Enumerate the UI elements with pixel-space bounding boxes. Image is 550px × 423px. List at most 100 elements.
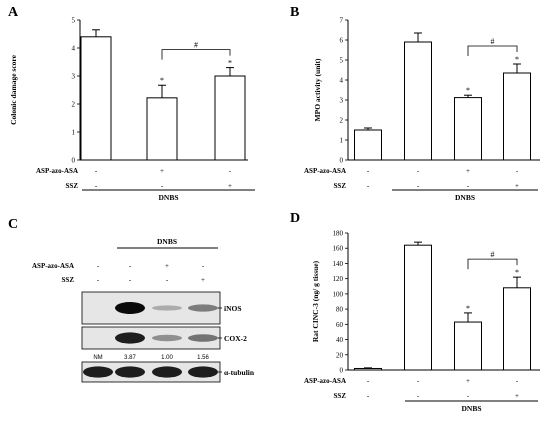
- treatment-sign: -: [166, 276, 169, 284]
- treatment-sign: +: [160, 167, 164, 175]
- y-tick-label: 5: [72, 17, 76, 25]
- blot-band: [83, 366, 113, 378]
- treatment-sign: +: [515, 182, 519, 190]
- y-tick-label: 40: [336, 336, 344, 344]
- bar: [503, 72, 531, 161]
- y-tick-label: 3: [340, 97, 344, 105]
- y-tick-label: 140: [333, 260, 344, 268]
- treatment-sign: -: [367, 167, 370, 175]
- y-tick-label: 4: [72, 45, 76, 53]
- treatment-sign: -: [95, 182, 98, 190]
- y-axis-label: Rat CINC-3 (ng/ g tissue): [311, 260, 320, 342]
- treatment-label: ASP-azo-ASA: [32, 262, 74, 270]
- y-tick-label: 0: [72, 157, 76, 165]
- y-tick-label: 20: [336, 351, 344, 359]
- treatment-sign: -: [467, 392, 470, 400]
- treatment-sign: +: [201, 276, 205, 284]
- y-tick-label: 0: [340, 367, 344, 375]
- panel-letter: B: [290, 5, 299, 20]
- treatment-sign: -: [467, 182, 470, 190]
- significance-mark: *: [160, 76, 164, 85]
- blot-band: [152, 366, 182, 378]
- y-tick-label: 7: [340, 17, 344, 25]
- treatment-sign: -: [97, 262, 100, 270]
- group-label: DNBS: [157, 237, 177, 246]
- treatment-sign: -: [516, 377, 519, 385]
- blot-band: [152, 334, 182, 342]
- y-tick-label: 100: [333, 290, 344, 298]
- blot-band: [188, 304, 218, 312]
- y-tick-label: 160: [333, 245, 344, 253]
- y-tick-label: 60: [336, 321, 344, 329]
- bar: [454, 97, 482, 161]
- y-tick-label: 120: [333, 275, 344, 283]
- bar: [404, 244, 432, 371]
- group-label: DNBS: [455, 193, 475, 202]
- y-tick-label: 1: [340, 137, 344, 145]
- treatment-sign: -: [417, 182, 420, 190]
- comparison-mark: #: [491, 250, 495, 259]
- comparison-bracket: [467, 45, 518, 56]
- panel-b-chart: B 0 1 2 3 4 5 6 7 MPO activity (unit) * * # ASP-azo-A…: [290, 5, 540, 202]
- y-tick-label: 80: [336, 306, 344, 314]
- bar: [454, 321, 482, 371]
- y-axis-label: MPO activity (unit): [313, 58, 322, 121]
- band-quantification: 1.56: [197, 355, 209, 361]
- panel-letter: C: [8, 217, 18, 232]
- significance-mark: *: [228, 59, 232, 68]
- comparison-bracket: [161, 49, 231, 60]
- blot-band: [115, 302, 145, 314]
- treatment-sign: -: [417, 377, 420, 385]
- treatment-sign: -: [229, 167, 232, 175]
- treatment-sign: -: [161, 182, 164, 190]
- significance-mark: *: [466, 86, 470, 95]
- treatment-label: ASP-azo-ASA: [304, 167, 346, 175]
- blot-band: [152, 305, 182, 311]
- y-tick-label: 0: [340, 157, 344, 165]
- bar: [214, 75, 246, 161]
- bar: [80, 36, 112, 161]
- group-label: DNBS: [461, 404, 481, 413]
- panel-letter: D: [290, 211, 300, 226]
- y-tick-label: 4: [340, 77, 344, 85]
- band-quantification: 1.00: [161, 355, 173, 361]
- treatment-sign: +: [515, 392, 519, 400]
- blot-band: [115, 366, 145, 378]
- y-tick-label: 180: [333, 230, 344, 238]
- treatment-sign: -: [202, 262, 205, 270]
- treatment-sign: -: [417, 392, 420, 400]
- y-tick-label: 6: [340, 37, 344, 45]
- significance-mark: *: [515, 268, 519, 277]
- treatment-sign: -: [367, 377, 370, 385]
- bar: [354, 367, 382, 371]
- panel-a-chart: A 0 1 2 3 4 5 Colonic damage score * * # ASP-azo-AS…: [8, 5, 255, 202]
- blot-band: [115, 332, 145, 344]
- treatment-sign: -: [367, 392, 370, 400]
- treatment-sign: -: [516, 167, 519, 175]
- comparison-mark: #: [194, 41, 198, 50]
- treatment-sign: +: [466, 377, 470, 385]
- significance-mark: *: [515, 55, 519, 64]
- bar: [503, 287, 531, 371]
- panel-letter: A: [8, 5, 19, 20]
- y-tick-label: 3: [72, 73, 76, 81]
- bar: [146, 97, 178, 161]
- treatment-label: SSZ: [62, 276, 75, 284]
- y-axis-label: Colonic damage score: [9, 54, 18, 125]
- y-tick-label: 5: [340, 57, 344, 65]
- treatment-label: SSZ: [66, 182, 79, 190]
- bar: [354, 129, 382, 161]
- blot-band: [188, 366, 218, 378]
- band-quantification: NM: [93, 355, 102, 361]
- treatment-sign: -: [129, 262, 132, 270]
- treatment-sign: -: [367, 182, 370, 190]
- bar: [404, 41, 432, 161]
- comparison-mark: #: [491, 37, 495, 46]
- blot-band: [188, 334, 218, 342]
- treatment-label: ASP-azo-ASA: [304, 377, 346, 385]
- group-label: DNBS: [158, 193, 178, 202]
- y-tick-label: 2: [72, 101, 76, 109]
- treatment-label: SSZ: [334, 182, 347, 190]
- treatment-label: ASP-azo-ASA: [36, 167, 78, 175]
